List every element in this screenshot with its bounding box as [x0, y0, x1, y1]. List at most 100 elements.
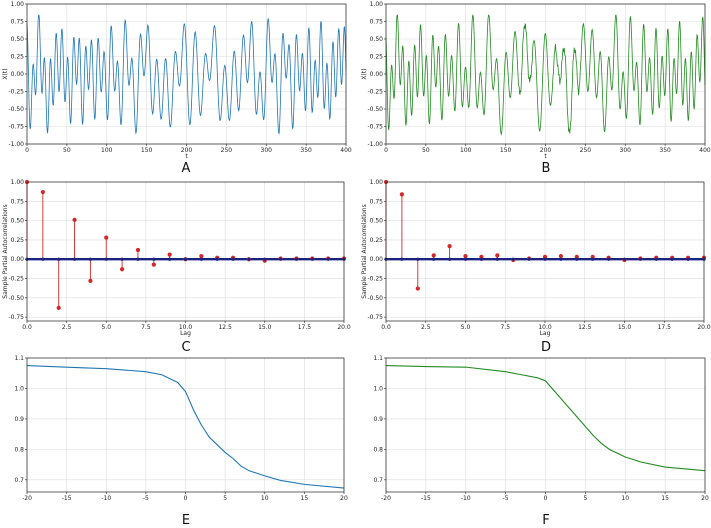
x-tick-label: -20 [381, 495, 391, 502]
chart-panel-e: -20 -15 -10 -5 0 5 10 15 20 0.7 0.8 0.9 1.0 1.1 E [14, 355, 348, 528]
x-tick-label: -5 [143, 495, 149, 502]
y-tick-label: -0.50 [367, 295, 383, 302]
x-tick-label: 300 [261, 147, 273, 154]
chart-panel-b: 0 50 100 150 200 250 300 350 400 -1.00 -0.75 -0.50 -… [361, 1, 711, 176]
stem-base-marker [294, 257, 299, 261]
plot-frame [26, 357, 345, 493]
plot-frame [385, 3, 706, 145]
stem-base-marker [479, 257, 483, 261]
x-tick-label: 0 [25, 147, 29, 154]
stem-base-marker [88, 257, 92, 261]
stem-marker [135, 247, 141, 253]
chart-panel-a: 0 50 100 150 200 250 300 350 400 -1.00 -0.75 -0.50 -… [2, 1, 352, 176]
x-tick-label: 12.5 [218, 324, 232, 331]
stem-marker [72, 217, 77, 222]
y-axis-label: X(t) [361, 68, 368, 79]
x-tick-label: 50 [63, 147, 71, 154]
stem-marker [590, 254, 595, 260]
y-tick-label: -0.25 [367, 276, 383, 283]
y-tick-label: -0.75 [8, 124, 24, 131]
y-axis-label: Sample Partial Autocorrelations [361, 204, 368, 298]
x-tick-label: 150 [500, 147, 512, 154]
x-tick-label: 17.5 [658, 324, 672, 331]
stem-base-marker [326, 257, 330, 261]
stem-marker [199, 254, 204, 259]
stem-marker [40, 189, 45, 195]
stem-marker [399, 192, 404, 197]
y-tick-label: 0.50 [370, 36, 384, 43]
y-tick-label: -0.75 [8, 314, 24, 321]
y-tick-label: 0.00 [11, 256, 25, 263]
stem-marker [574, 254, 579, 260]
y-tick-label: 0.75 [11, 19, 25, 26]
panel-label: B [542, 161, 551, 176]
x-tick-label: 15.0 [258, 324, 272, 331]
stem-marker [120, 267, 125, 272]
x-tick-label: -20 [22, 495, 32, 502]
x-tick-label: 5 [223, 495, 227, 502]
y-tick-label: 0.50 [11, 218, 25, 225]
y-tick-label: -1.00 [8, 141, 24, 148]
stem-marker [104, 235, 109, 240]
x-tick-label: 10.0 [179, 324, 193, 331]
x-tick-label: 20.0 [697, 324, 711, 331]
stem-marker [463, 254, 468, 259]
stem-marker [431, 253, 436, 258]
stem-base-marker [575, 257, 579, 261]
x-tick-label: 100 [460, 147, 472, 154]
y-tick-label: 1.1 [373, 355, 383, 362]
stem-marker [447, 243, 452, 249]
stem-base-marker [136, 257, 140, 261]
panel-label: C [181, 340, 190, 355]
stem-marker [558, 254, 564, 259]
x-tick-label: 10 [621, 495, 629, 502]
stem-base-marker [543, 257, 547, 261]
stem-base-marker [120, 257, 124, 261]
stem-base-marker [57, 257, 61, 261]
x-tick-label: -10 [101, 495, 111, 502]
panel-label: F [542, 513, 549, 528]
stem-base-marker [231, 257, 235, 261]
stem-base-marker [622, 257, 627, 261]
panel-label: E [182, 513, 190, 528]
x-axis-label: Lag [180, 330, 191, 337]
plot-frame [385, 181, 705, 322]
x-tick-label: 5.0 [461, 324, 471, 331]
stem-base-marker [495, 257, 499, 261]
stem-base-marker [152, 257, 156, 261]
y-tick-label: 0.9 [14, 416, 24, 423]
x-tick-label: 7.5 [141, 324, 151, 331]
x-tick-label: 150 [141, 147, 153, 154]
stem-base-marker [638, 257, 643, 261]
stem-base-marker [654, 257, 658, 261]
x-tick-label: 10.0 [538, 324, 552, 331]
y-tick-label: 0.9 [373, 416, 383, 423]
series-line [26, 14, 347, 135]
y-tick-label: -0.25 [8, 276, 24, 283]
stem-base-marker [416, 257, 420, 261]
x-tick-label: 0 [384, 147, 388, 154]
stem-base-marker [511, 257, 515, 261]
x-axis-label: t [185, 153, 188, 160]
y-tick-label: 1.00 [11, 1, 25, 8]
x-tick-label: 400 [699, 147, 711, 154]
x-tick-label: 250 [221, 147, 233, 154]
stem-base-marker [670, 257, 674, 261]
y-tick-label: 0.00 [370, 71, 384, 78]
y-tick-label: 0.75 [11, 198, 25, 205]
x-tick-label: 350 [300, 147, 312, 154]
y-tick-label: 1.00 [370, 179, 384, 186]
stem-base-marker [215, 257, 219, 261]
stem-marker [56, 305, 61, 310]
x-tick-label: 400 [340, 147, 352, 154]
y-tick-label: -0.50 [8, 295, 24, 302]
y-tick-label: 0.25 [370, 54, 384, 61]
x-axis-label: Lag [540, 330, 551, 337]
stem-marker [151, 262, 156, 267]
stem-base-marker [432, 257, 436, 261]
stem-base-marker [263, 257, 267, 261]
x-tick-label: 17.5 [298, 324, 312, 331]
y-tick-label: 0.25 [11, 237, 25, 244]
x-tick-label: 200 [181, 147, 193, 154]
